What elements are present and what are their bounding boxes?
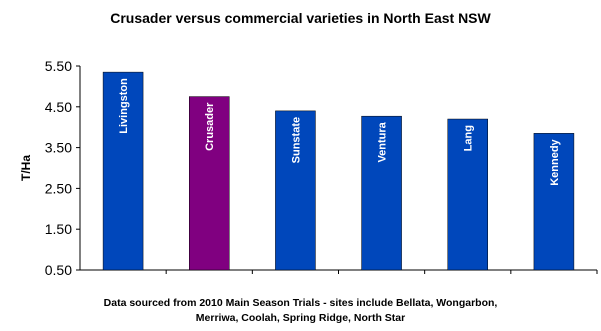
footnote-line-1: Data sourced from 2010 Main Season Trial… [103,297,498,309]
labels-layer: Livingston Crusader Sunstate Ventura Lang Ken… [118,78,561,186]
footnote: Data sourced from 2010 Main Season Trial… [0,296,601,326]
bar-kennedy [533,133,575,271]
bar-label-lang: Lang [463,125,475,151]
bar-ventura [361,115,402,271]
bar-sunstate [275,110,316,271]
bars-layer [102,71,575,271]
y-tick-label: 5.50 [45,58,72,74]
y-axis-label: T/Ha [19,155,33,181]
bar-label-kennedy: Kennedy [549,138,561,185]
bar-lang [447,118,488,271]
axes-layer: 0.50 1.50 2.50 3.50 4.50 5.50 [45,58,598,278]
bar-label-sunstate: Sunstate [290,117,302,163]
y-tick-label: 3.50 [45,140,72,156]
y-tick-label: 0.50 [45,262,72,278]
bar-label-livingston: Livingston [118,78,130,134]
chart-title: Crusader versus commercial varieties in … [110,10,491,26]
y-tick-label: 1.50 [45,221,72,237]
y-tick-label: 2.50 [45,180,72,196]
y-tick-label: 4.50 [45,99,72,115]
bar-crusader [189,96,230,271]
bar-livingston [102,71,144,271]
bar-label-ventura: Ventura [377,121,389,162]
bar-label-crusader: Crusader [204,102,216,151]
footnote-line-2: Merriwa, Coolah, Spring Ridge, North Sta… [195,312,406,324]
